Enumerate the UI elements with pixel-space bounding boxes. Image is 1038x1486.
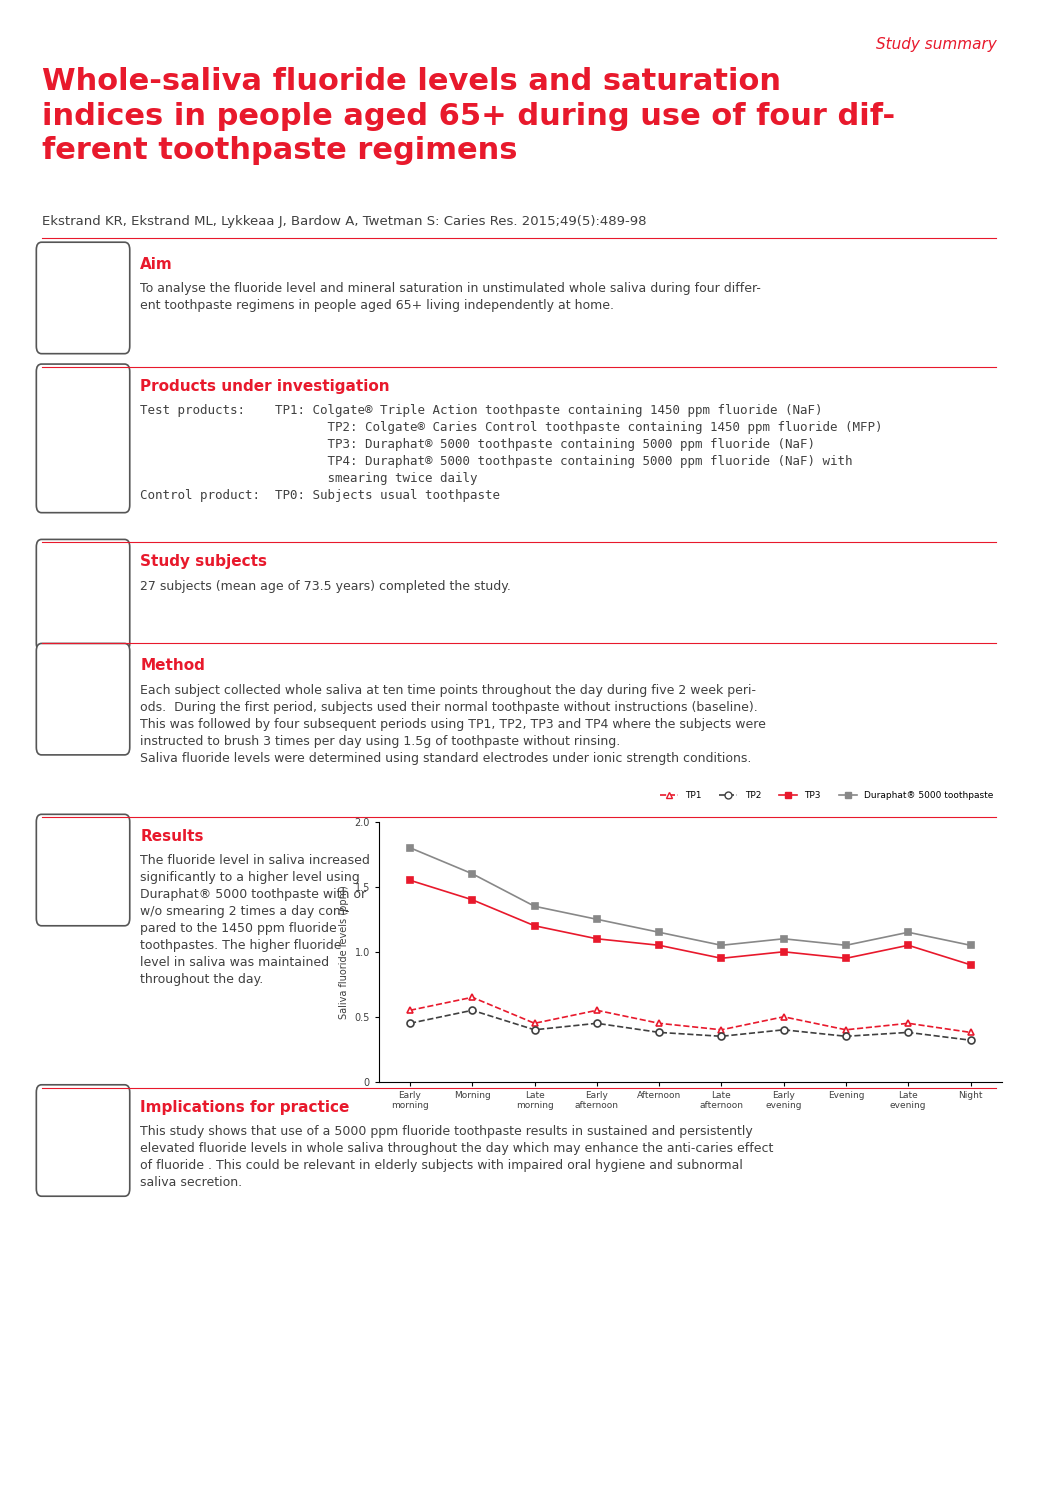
Text: Aim: Aim bbox=[140, 257, 173, 272]
FancyBboxPatch shape bbox=[86, 395, 102, 468]
Text: Whole-saliva fluoride levels and saturation
indices in people aged 65+ during us: Whole-saliva fluoride levels and saturat… bbox=[42, 67, 895, 165]
Text: ®: ® bbox=[202, 1389, 218, 1404]
Circle shape bbox=[93, 559, 107, 574]
Bar bbox=[80, 850, 89, 918]
Text: Products under investigation: Products under investigation bbox=[140, 379, 389, 394]
Text: Method: Method bbox=[140, 658, 204, 673]
Text: Colgate: Colgate bbox=[73, 1389, 228, 1424]
Bar bbox=[56, 889, 65, 918]
Circle shape bbox=[61, 559, 75, 574]
FancyBboxPatch shape bbox=[66, 395, 86, 481]
Text: To analyse the fluoride level and mineral saturation in unstimulated whole saliv: To analyse the fluoride level and minera… bbox=[140, 282, 761, 312]
Legend: TP1, TP2, TP3, Duraphat® 5000 toothpaste: TP1, TP2, TP3, Duraphat® 5000 toothpaste bbox=[656, 788, 998, 804]
Text: Test products:    TP1: Colgate® Triple Action toothpaste containing 1450 ppm flu: Test products: TP1: Colgate® Triple Acti… bbox=[140, 404, 882, 502]
Bar bbox=[67, 871, 78, 918]
Text: Study summary: Study summary bbox=[876, 37, 996, 52]
Text: Results: Results bbox=[140, 829, 203, 844]
Text: Each subject collected whole saliva at ten time points throughout the day during: Each subject collected whole saliva at t… bbox=[140, 684, 766, 765]
Bar bbox=[92, 832, 102, 918]
Text: Study subjects: Study subjects bbox=[140, 554, 267, 569]
Text: This study shows that use of a 5000 ppm fluoride toothpaste results in sustained: This study shows that use of a 5000 ppm … bbox=[140, 1125, 773, 1189]
Text: Implications for practice: Implications for practice bbox=[140, 1100, 350, 1114]
Text: The fluoride level in saliva increased
significantly to a higher level using
Dur: The fluoride level in saliva increased s… bbox=[140, 854, 370, 987]
Text: Ekstrand KR, Ekstrand ML, Lykkeaa J, Bardow A, Twetman S: Caries Res. 2015;49(5): Ekstrand KR, Ekstrand ML, Lykkeaa J, Bar… bbox=[42, 215, 646, 229]
Circle shape bbox=[78, 559, 90, 574]
Y-axis label: Saliva fluoride levels (ppm): Saliva fluoride levels (ppm) bbox=[339, 884, 349, 1019]
Text: 27 subjects (mean age of 73.5 years) completed the study.: 27 subjects (mean age of 73.5 years) com… bbox=[140, 580, 511, 593]
